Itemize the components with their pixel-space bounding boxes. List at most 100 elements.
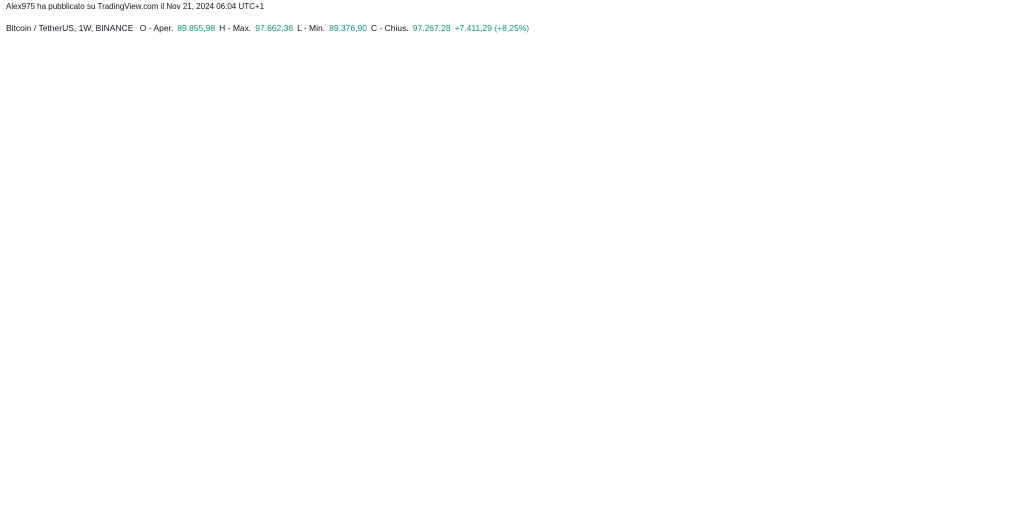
tradingview-logo (6, 505, 20, 514)
candle-body (751, 280, 765, 295)
y-tick-label: 68.000,00 (966, 257, 1006, 267)
candle-body (466, 250, 480, 266)
x-tick-label: Lug (535, 485, 550, 495)
candle-body (359, 287, 373, 299)
x-tick-label: ic (5, 485, 12, 495)
legend-key: H - Max. (219, 23, 252, 33)
candle-body (341, 281, 355, 288)
candle-body (679, 291, 693, 343)
symbol-legend: Bitcoin / TetherUS, 1W, BINANCE O - Aper… (6, 23, 533, 33)
candle-body (501, 270, 515, 297)
y-tick-label: 88.000,00 (966, 111, 1006, 121)
price-label: 73.777,00 (964, 215, 1004, 225)
x-tick-label: Ago (623, 485, 639, 495)
x-tick-label: Nov (855, 485, 872, 495)
candle-body (840, 257, 854, 264)
candle-body (448, 258, 462, 266)
candle-body (626, 331, 640, 335)
candle-body (252, 256, 266, 260)
candle-body (857, 172, 871, 258)
candle-body (430, 258, 444, 276)
candle-body (217, 297, 231, 382)
x-tick-label: 2024 (69, 485, 89, 495)
candle-body (608, 261, 622, 335)
candle-body (323, 253, 337, 282)
price-label-box (960, 214, 1018, 227)
fib-label: 2 (99.073,21) (900, 23, 954, 33)
candle-body (163, 407, 177, 449)
y-tick-label: 96.000,00 (966, 53, 1006, 63)
candle-body (484, 250, 498, 271)
x-tick-label: Set (696, 485, 710, 495)
price-label-box (960, 42, 1018, 55)
fib-label: 1.618 (89.596,25) (883, 92, 954, 102)
trendline (257, 337, 917, 379)
annotation-box (31, 355, 166, 378)
legend-change: +7.411,29 (+8,25%) (454, 23, 530, 33)
candle-body (733, 294, 747, 329)
annotation: Approvazione ETF Spot BT (31, 355, 166, 433)
candle-body (377, 291, 391, 299)
candle-body (893, 48, 907, 104)
legend-value: 97.267,28 (412, 23, 451, 33)
candle-body (234, 256, 248, 298)
candle-body (110, 453, 124, 457)
price-label: 70.079,98 (964, 242, 1004, 252)
candle-body (21, 439, 35, 456)
y-tick-label: 92.000,00 (966, 82, 1006, 92)
x-tick-label: Mar (232, 485, 248, 495)
candle-body (804, 257, 818, 300)
y-tick-label: 44.000,00 (966, 432, 1006, 442)
price-label-box (960, 241, 1018, 254)
channel-box (221, 237, 864, 361)
candle-body (39, 445, 53, 459)
x-tick-label: Apr (304, 485, 318, 495)
footer-divider (0, 500, 1024, 501)
legend-value: 97.662,36 (255, 23, 294, 33)
candle-body (768, 280, 782, 323)
candle-body (555, 315, 569, 350)
legend-key: L - Min. (297, 23, 326, 33)
candle-body (412, 275, 426, 311)
candle-body (128, 452, 142, 456)
x-tick-label: Ott (785, 485, 798, 495)
candle-body (181, 377, 195, 408)
candle-body (662, 290, 676, 333)
currency-label: USDT (974, 22, 999, 32)
candle-body (3, 439, 17, 467)
candle-body (288, 238, 302, 270)
candle-body (395, 291, 409, 311)
arrow-head (822, 113, 836, 123)
candle-body (822, 257, 836, 264)
x-tick-label: Mag (391, 485, 409, 495)
candle-body (644, 330, 658, 333)
candle-body (270, 259, 284, 270)
arrow-head (841, 138, 855, 148)
callout-line (804, 195, 851, 257)
legend-value: 89.855,98 (177, 23, 216, 33)
trendline (257, 221, 917, 264)
y-tick-label: 80.000,00 (966, 169, 1006, 179)
x-tick-label: Giu (464, 485, 478, 495)
y-tick-label: 84.000,00 (966, 140, 1006, 150)
candle-body (92, 437, 106, 456)
fib-label: 1.414 (84.536,20) (883, 129, 954, 139)
candle-body (306, 238, 320, 254)
y-tick-label: 56.000,00 (966, 345, 1006, 355)
candle-body (697, 342, 711, 359)
candle-body (145, 448, 159, 453)
annotation: Elezione Trump (735, 176, 851, 257)
footer-brand: TradingView (24, 504, 74, 514)
candle-body (56, 445, 70, 451)
annotation-text: Approvazione ETF Spot BT (42, 361, 154, 371)
fib-label: 0 (49.455,00) (900, 385, 954, 395)
y-tick-label: 60.000,00 (966, 315, 1006, 325)
x-tick-label: Dic (929, 485, 942, 495)
x-tick-label: Feb (161, 485, 177, 495)
y-tick-label: 64.000,00 (966, 286, 1006, 296)
candle-body (590, 261, 604, 265)
candle-body (537, 302, 551, 350)
y-tick-label: 48.000,00 (966, 403, 1006, 413)
